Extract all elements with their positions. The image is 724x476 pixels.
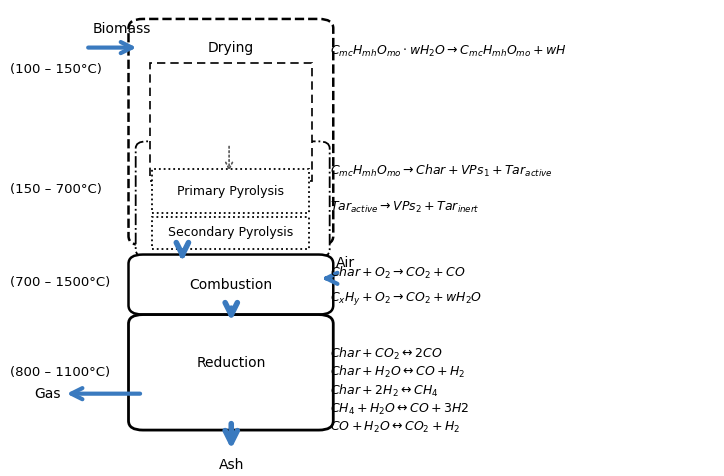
Text: $Char + O_2 \rightarrow CO_2 +CO$: $Char + O_2 \rightarrow CO_2 +CO$ — [329, 265, 466, 281]
Bar — [152, 169, 309, 213]
Bar — [150, 63, 312, 180]
Text: Gas: Gas — [34, 387, 60, 401]
Text: Biomass: Biomass — [92, 22, 151, 36]
Text: $CH_4 + H_2O \leftrightarrow CO + 3H2$: $CH_4 + H_2O \leftrightarrow CO + 3H2$ — [329, 402, 469, 417]
Text: (700 – 1500°C): (700 – 1500°C) — [10, 276, 110, 289]
Text: $CO + H_2O \leftrightarrow CO_2 + H_2$: $CO + H_2O \leftrightarrow CO_2 + H_2$ — [329, 420, 460, 436]
Text: Ash: Ash — [219, 458, 244, 472]
Text: (100 – 150°C): (100 – 150°C) — [10, 63, 102, 76]
Text: $Tar_{active} \rightarrow VPs_2 + Tar_{inert}$: $Tar_{active} \rightarrow VPs_2 + Tar_{i… — [329, 199, 479, 215]
Text: $C_{mc}H_{mh}O_{mo} \cdot wH_2O \rightarrow C_{mc}H_{mh}O_{mo} + wH$: $C_{mc}H_{mh}O_{mo} \cdot wH_2O \rightar… — [329, 44, 566, 59]
Text: $Char + 2H_2 \leftrightarrow CH_4$: $Char + 2H_2 \leftrightarrow CH_4$ — [329, 383, 438, 399]
Text: $C_xH_y + O_2 \rightarrow CO_2 + wH_2O$: $C_xH_y + O_2 \rightarrow CO_2 + wH_2O$ — [329, 290, 482, 307]
Text: Secondary Pyrolysis: Secondary Pyrolysis — [168, 226, 293, 239]
Bar — [152, 217, 309, 248]
FancyBboxPatch shape — [128, 255, 333, 315]
Text: Primary Pyrolysis: Primary Pyrolysis — [177, 185, 284, 198]
FancyBboxPatch shape — [128, 19, 333, 245]
Text: (150 – 700°C): (150 – 700°C) — [10, 183, 102, 197]
FancyBboxPatch shape — [135, 141, 329, 257]
Text: (800 – 1100°C): (800 – 1100°C) — [10, 366, 110, 379]
Text: $C_{mc}H_{mh}O_{mo} \rightarrow Char + VPs_1 + Tar_{active}$: $C_{mc}H_{mh}O_{mo} \rightarrow Char + V… — [329, 163, 552, 179]
Text: Air: Air — [335, 256, 355, 270]
Text: Drying: Drying — [208, 40, 254, 55]
Text: $Char + H_2O \leftrightarrow CO + H_2$: $Char + H_2O \leftrightarrow CO + H_2$ — [329, 364, 465, 380]
Text: $Char + CO_2 \leftrightarrow 2CO$: $Char + CO_2 \leftrightarrow 2CO$ — [329, 346, 442, 362]
Text: Combustion: Combustion — [189, 278, 272, 292]
Text: Reduction: Reduction — [196, 356, 266, 370]
FancyBboxPatch shape — [128, 315, 333, 430]
